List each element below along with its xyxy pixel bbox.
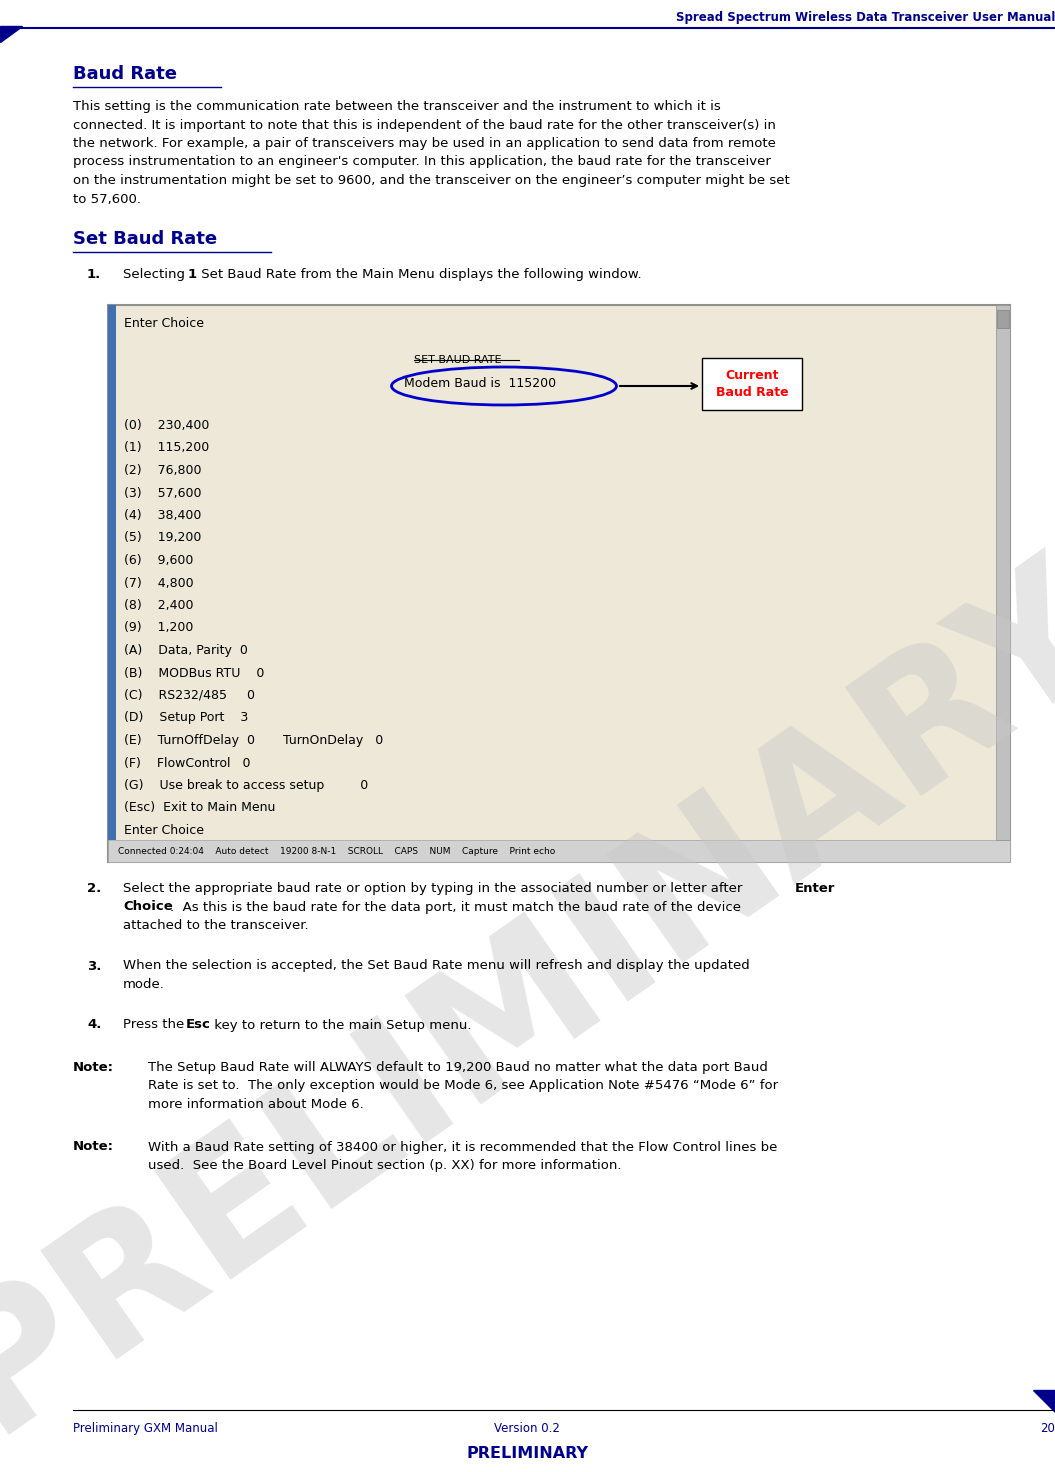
Text: (5)    19,200: (5) 19,200 bbox=[124, 531, 202, 545]
Text: Current
Baud Rate: Current Baud Rate bbox=[715, 369, 788, 399]
Text: (C)    RS232/485     0: (C) RS232/485 0 bbox=[124, 689, 255, 702]
Text: 1.: 1. bbox=[87, 268, 101, 281]
Text: (B)    MODBus RTU    0: (B) MODBus RTU 0 bbox=[124, 667, 265, 680]
Text: The Setup Baud Rate will ALWAYS default to 19,200 Baud no matter what the data p: The Setup Baud Rate will ALWAYS default … bbox=[148, 1061, 768, 1075]
Text: (6)    9,600: (6) 9,600 bbox=[124, 553, 193, 567]
Text: (9)    1,200: (9) 1,200 bbox=[124, 621, 193, 634]
Text: Set Baud Rate: Set Baud Rate bbox=[73, 230, 217, 247]
Bar bbox=[997, 311, 1009, 328]
Text: Connected 0:24:04    Auto detect    19200 8-N-1    SCROLL    CAPS    NUM    Capt: Connected 0:24:04 Auto detect 19200 8-N-… bbox=[118, 846, 555, 855]
Text: 2.: 2. bbox=[87, 882, 101, 895]
Text: PRELIMINARY: PRELIMINARY bbox=[466, 1446, 588, 1462]
Text: Preliminary GXM Manual: Preliminary GXM Manual bbox=[73, 1422, 218, 1435]
Text: (1)    115,200: (1) 115,200 bbox=[124, 442, 209, 455]
Text: Esc: Esc bbox=[186, 1019, 211, 1032]
Text: (Esc)  Exit to Main Menu: (Esc) Exit to Main Menu bbox=[124, 801, 275, 814]
Text: (0)    230,400: (0) 230,400 bbox=[124, 420, 209, 431]
Text: Baud Rate: Baud Rate bbox=[73, 65, 177, 82]
Text: Version 0.2: Version 0.2 bbox=[494, 1422, 560, 1435]
Text: Rate is set to.  The only exception would be Mode 6, see Application Note #5476 : Rate is set to. The only exception would… bbox=[148, 1079, 779, 1092]
Text: (2)    76,800: (2) 76,800 bbox=[124, 464, 202, 477]
Bar bbox=[996, 305, 1010, 841]
Text: Enter Choice: Enter Choice bbox=[124, 824, 204, 838]
Text: (G)    Use break to access setup         0: (G) Use break to access setup 0 bbox=[124, 779, 368, 792]
Text: Set Baud Rate from the Main Menu displays the following window.: Set Baud Rate from the Main Menu display… bbox=[197, 268, 641, 281]
Text: When the selection is accepted, the Set Baud Rate menu will refresh and display : When the selection is accepted, the Set … bbox=[123, 960, 750, 973]
Polygon shape bbox=[0, 26, 22, 43]
Text: Select the appropriate baud rate or option by typing in the associated number or: Select the appropriate baud rate or opti… bbox=[123, 882, 747, 895]
Text: (8)    2,400: (8) 2,400 bbox=[124, 599, 193, 612]
Text: (3)    57,600: (3) 57,600 bbox=[124, 487, 202, 499]
Text: (4)    38,400: (4) 38,400 bbox=[124, 509, 202, 523]
Text: Choice: Choice bbox=[123, 901, 173, 914]
Text: Enter Choice: Enter Choice bbox=[124, 316, 204, 330]
Text: PRELIMINARY: PRELIMINARY bbox=[0, 534, 1055, 1466]
Text: on the instrumentation might be set to 9600, and the transceiver on the engineer: on the instrumentation might be set to 9… bbox=[73, 174, 790, 187]
Text: (F)    FlowControl   0: (F) FlowControl 0 bbox=[124, 757, 250, 770]
Text: more information about Mode 6.: more information about Mode 6. bbox=[148, 1098, 364, 1111]
Text: attached to the transceiver.: attached to the transceiver. bbox=[123, 919, 309, 932]
Text: Note:: Note: bbox=[73, 1061, 114, 1075]
Text: This setting is the communication rate between the transceiver and the instrumen: This setting is the communication rate b… bbox=[73, 100, 721, 113]
Text: to 57,600.: to 57,600. bbox=[73, 193, 141, 206]
Text: Selecting: Selecting bbox=[123, 268, 189, 281]
Text: 20: 20 bbox=[1040, 1422, 1055, 1435]
Text: key to return to the main Setup menu.: key to return to the main Setup menu. bbox=[210, 1019, 472, 1032]
Bar bbox=[108, 841, 1010, 863]
Text: Enter: Enter bbox=[795, 882, 836, 895]
Bar bbox=[702, 358, 802, 411]
Text: Spread Spectrum Wireless Data Transceiver User Manual: Spread Spectrum Wireless Data Transceive… bbox=[675, 10, 1055, 24]
Text: Modem Baud is  115200: Modem Baud is 115200 bbox=[404, 377, 556, 390]
Text: Press the: Press the bbox=[123, 1019, 189, 1032]
Text: used.  See the Board Level Pinout section (p. XX) for more information.: used. See the Board Level Pinout section… bbox=[148, 1158, 621, 1172]
Text: (A)    Data, Parity  0: (A) Data, Parity 0 bbox=[124, 645, 248, 657]
Text: the network. For example, a pair of transceivers may be used in an application t: the network. For example, a pair of tran… bbox=[73, 137, 775, 150]
Text: process instrumentation to an engineer's computer. In this application, the baud: process instrumentation to an engineer's… bbox=[73, 156, 771, 168]
Text: .  As this is the baud rate for the data port, it must match the baud rate of th: . As this is the baud rate for the data … bbox=[170, 901, 741, 914]
Bar bbox=[108, 305, 1010, 863]
Text: Note:: Note: bbox=[73, 1141, 114, 1154]
Text: connected. It is important to note that this is independent of the baud rate for: connected. It is important to note that … bbox=[73, 119, 775, 131]
Text: (7)    4,800: (7) 4,800 bbox=[124, 577, 194, 589]
Polygon shape bbox=[1033, 1390, 1055, 1412]
Text: 3.: 3. bbox=[87, 960, 101, 973]
Text: 1: 1 bbox=[188, 268, 197, 281]
Text: (E)    TurnOffDelay  0       TurnOnDelay   0: (E) TurnOffDelay 0 TurnOnDelay 0 bbox=[124, 735, 383, 746]
Bar bbox=[108, 305, 116, 841]
Text: 4.: 4. bbox=[87, 1019, 101, 1032]
Text: SET BAUD RATE: SET BAUD RATE bbox=[414, 355, 501, 365]
Text: With a Baud Rate setting of 38400 or higher, it is recommended that the Flow Con: With a Baud Rate setting of 38400 or hig… bbox=[148, 1141, 778, 1154]
Text: mode.: mode. bbox=[123, 977, 165, 991]
Text: (D)    Setup Port    3: (D) Setup Port 3 bbox=[124, 711, 248, 724]
